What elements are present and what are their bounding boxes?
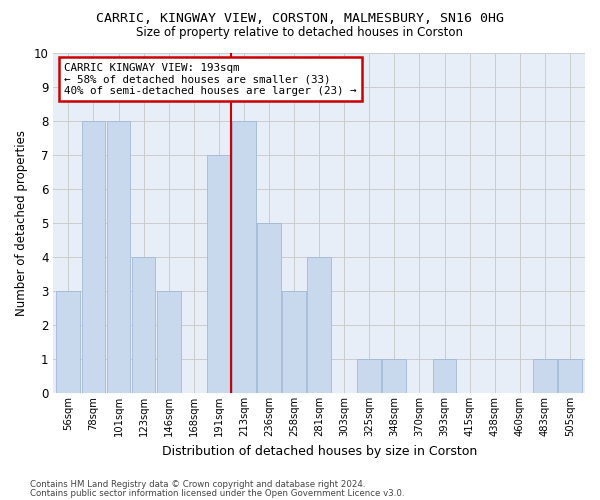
Y-axis label: Number of detached properties: Number of detached properties [15,130,28,316]
Bar [107,120,130,393]
Text: CARRIC, KINGWAY VIEW, CORSTON, MALMESBURY, SN16 0HG: CARRIC, KINGWAY VIEW, CORSTON, MALMESBUR… [96,12,504,26]
Text: Size of property relative to detached houses in Corston: Size of property relative to detached ho… [137,26,464,39]
Text: Contains public sector information licensed under the Open Government Licence v3: Contains public sector information licen… [30,488,404,498]
Bar [282,291,306,393]
Bar [558,359,582,393]
X-axis label: Distribution of detached houses by size in Corston: Distribution of detached houses by size … [161,444,477,458]
Bar [157,291,181,393]
Bar [56,291,80,393]
Bar [358,359,381,393]
Bar [257,223,281,393]
Bar [307,257,331,393]
Bar [82,120,106,393]
Bar [382,359,406,393]
Text: CARRIC KINGWAY VIEW: 193sqm
← 58% of detached houses are smaller (33)
40% of sem: CARRIC KINGWAY VIEW: 193sqm ← 58% of det… [64,62,356,96]
Bar [207,154,231,393]
Bar [232,120,256,393]
Bar [131,257,155,393]
Bar [433,359,457,393]
Bar [533,359,557,393]
Text: Contains HM Land Registry data © Crown copyright and database right 2024.: Contains HM Land Registry data © Crown c… [30,480,365,489]
